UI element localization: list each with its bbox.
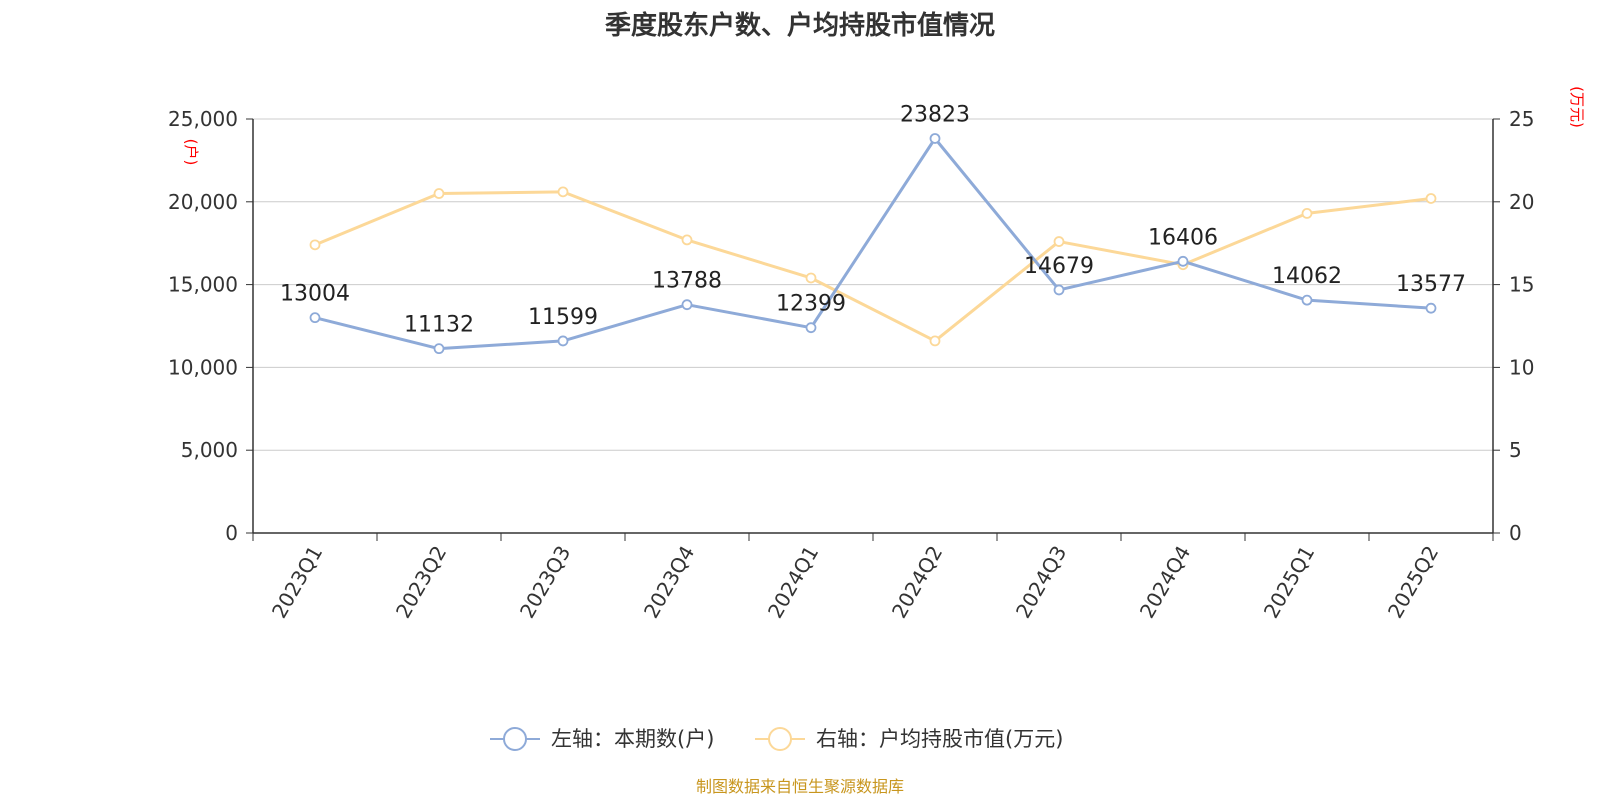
legend-item-left-series[interactable]: 左轴：本期数(户) (490, 727, 714, 751)
right-series-line (314, 190, 1432, 343)
x-tick-label: 2023Q1 (267, 542, 327, 623)
left-tick-label: 20,000 (168, 190, 238, 214)
left-tick-label: 15,000 (168, 273, 238, 297)
data-label: 16406 (1148, 225, 1218, 250)
chart-title: 季度股东户数、户均持股市值情况 (605, 10, 995, 41)
x-tick-label: 2023Q4 (639, 542, 699, 623)
legend-item-right-series[interactable]: 右轴：户均持股市值(万元) (755, 727, 1063, 751)
x-tick-label: 2024Q4 (1135, 542, 1195, 623)
legend: 左轴：本期数(户) 右轴：户均持股市值(万元) (490, 727, 1063, 751)
gridlines (253, 118, 1493, 451)
x-tick-label: 2025Q2 (1383, 542, 1443, 623)
data-label: 14679 (1024, 254, 1094, 279)
data-label: 23823 (900, 102, 970, 127)
x-tick-label: 2023Q3 (515, 542, 575, 623)
legend-left-circle-icon (503, 727, 527, 751)
data-label: 11599 (528, 305, 598, 330)
right-tick-label: 0 (1509, 521, 1522, 545)
left-series-point[interactable] (929, 133, 941, 144)
left-axis-unit: (户) (182, 139, 200, 166)
left-series-point[interactable] (433, 343, 445, 355)
x-tick-label: 2024Q2 (887, 542, 947, 623)
left-tick-label: 0 (225, 521, 238, 545)
right-tick-label: 25 (1509, 107, 1534, 131)
left-series-point[interactable] (1053, 284, 1065, 296)
data-label: 14062 (1272, 264, 1342, 289)
right-tick-label: 15 (1509, 273, 1534, 297)
left-series-point[interactable] (1301, 294, 1313, 306)
right-series-point[interactable] (433, 188, 445, 199)
data-label: 11132 (404, 313, 474, 338)
left-series-point[interactable] (681, 299, 693, 311)
x-tick-label: 2025Q1 (1259, 542, 1319, 623)
left-series-line (314, 136, 1432, 351)
left-series-point[interactable] (557, 335, 569, 347)
source-note: 制图数据来自恒生聚源数据库 (696, 777, 904, 796)
axes: 0 0 5,000 5 10,000 10 15,000 15 20,000 20 25,000 25… (168, 107, 1534, 622)
left-tick-label: 25,000 (168, 107, 238, 131)
data-labels: 13004 11132 11599 13788 12399 23823 14679 16406… (280, 102, 1466, 337)
x-tick-label: 2023Q2 (391, 542, 451, 623)
left-series-point[interactable] (309, 312, 321, 324)
right-series-point[interactable] (1301, 207, 1313, 219)
right-series-point[interactable] (309, 239, 321, 251)
right-series-point[interactable] (557, 186, 569, 198)
data-label: 13577 (1396, 272, 1466, 297)
right-series-point[interactable] (1053, 236, 1065, 247)
right-tick-label: 20 (1509, 190, 1534, 214)
data-label: 13788 (652, 269, 722, 294)
left-tick-label: 5,000 (181, 438, 238, 462)
right-series-point[interactable] (1425, 193, 1437, 204)
left-series-point[interactable] (805, 322, 817, 334)
data-label: 12399 (776, 292, 846, 317)
left-series-point[interactable] (1425, 302, 1437, 314)
legend-left-label: 左轴：本期数(户) (551, 727, 714, 751)
data-label: 13004 (280, 282, 350, 307)
right-series-point[interactable] (805, 272, 817, 284)
x-tick-label: 2024Q3 (1011, 542, 1071, 623)
left-tick-label: 10,000 (168, 355, 238, 379)
right-series-point[interactable] (929, 335, 941, 347)
legend-right-circle-icon (768, 727, 792, 751)
x-tick-label: 2024Q1 (763, 542, 823, 623)
right-series-point[interactable] (681, 234, 693, 246)
legend-right-label: 右轴：户均持股市值(万元) (816, 727, 1063, 751)
left-series-point[interactable] (1177, 255, 1189, 267)
right-tick-label: 10 (1509, 355, 1534, 379)
series-layer (309, 133, 1437, 355)
right-axis-unit: (万元) (1568, 86, 1586, 128)
right-tick-label: 5 (1509, 438, 1522, 462)
